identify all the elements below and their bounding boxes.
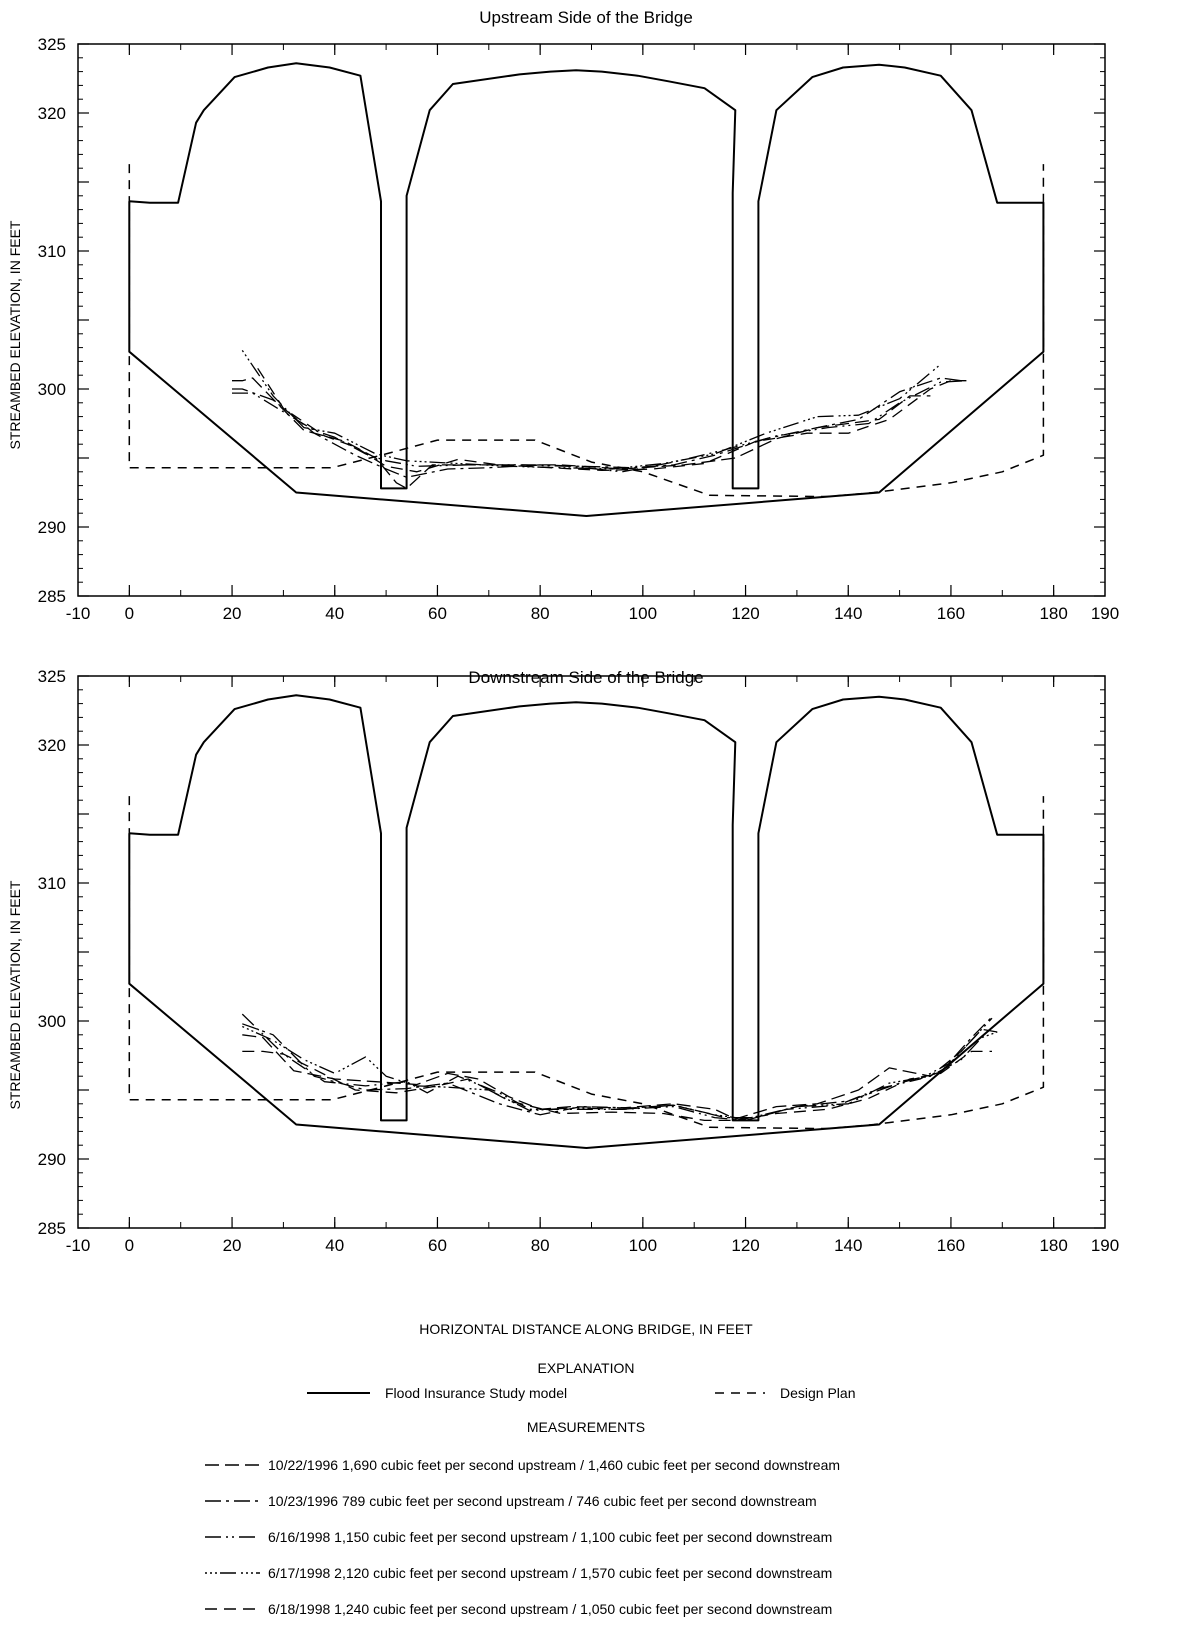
downstream-plot-frame bbox=[77, 675, 1106, 1229]
upstream-y-tick-label: 325 bbox=[38, 35, 66, 54]
upstream-x-tick-label: 180 bbox=[1039, 604, 1067, 623]
downstream-y-tick-label: 285 bbox=[38, 1219, 66, 1238]
upstream-x-tick-label: 80 bbox=[531, 604, 550, 623]
downstream-x-axis-title: HORIZONTAL DISTANCE ALONG BRIDGE, IN FEE… bbox=[419, 1321, 753, 1337]
measurement-legend-label-m2: 10/23/1996 789 cubic feet per second ups… bbox=[268, 1493, 817, 1509]
downstream-chart-title: Downstream Side of the Bridge bbox=[468, 668, 703, 687]
upstream-x-tick-label: 140 bbox=[834, 604, 862, 623]
downstream-y-tick-label: 300 bbox=[38, 1012, 66, 1031]
upstream-plot-frame bbox=[77, 43, 1106, 597]
measurement-legend-label-m5: 6/18/1998 1,240 cubic feet per second up… bbox=[268, 1601, 832, 1617]
fis-legend-label: Flood Insurance Study model bbox=[385, 1385, 567, 1401]
upstream-x-tick-label: 0 bbox=[125, 604, 134, 623]
measurement-legend-label-m3: 6/16/1998 1,150 cubic feet per second up… bbox=[268, 1529, 832, 1545]
upstream-series-m5 bbox=[257, 367, 967, 473]
downstream-x-tick-label: 100 bbox=[629, 1236, 657, 1255]
upstream-y-axis-title: STREAMBED ELEVATION, IN FEET bbox=[7, 220, 23, 449]
upstream-y-tick-label: 320 bbox=[38, 104, 66, 123]
downstream-x-tick-label: 190 bbox=[1091, 1236, 1119, 1255]
upstream-x-tick-label: 40 bbox=[325, 604, 344, 623]
upstream-series-fis bbox=[128, 62, 1045, 517]
downstream-x-tick-label: 180 bbox=[1039, 1236, 1067, 1255]
upstream-x-tick-label: 100 bbox=[629, 604, 657, 623]
upstream-y-tick-label: 285 bbox=[38, 587, 66, 606]
downstream-series-m2 bbox=[242, 1016, 993, 1119]
downstream-series-m3 bbox=[241, 1013, 993, 1122]
measurements-heading: MEASUREMENTS bbox=[527, 1419, 645, 1435]
downstream-x-tick-label: -10 bbox=[66, 1236, 91, 1255]
downstream-x-tick-label: 40 bbox=[325, 1236, 344, 1255]
upstream-panel: Upstream Side of the Bridge STREAMBED EL… bbox=[7, 8, 1119, 623]
downstream-x-tick-label: 140 bbox=[834, 1236, 862, 1255]
explanation-legend: EXPLANATION Flood Insurance Study model … bbox=[205, 1360, 856, 1617]
upstream-x-tick-label: -10 bbox=[66, 604, 91, 623]
downstream-series-m4 bbox=[242, 1025, 998, 1120]
measurements-legend: 10/22/1996 1,690 cubic feet per second u… bbox=[205, 1457, 840, 1617]
measurement-legend-label-m4: 6/17/1998 2,120 cubic feet per second up… bbox=[268, 1565, 832, 1581]
downstream-series-m1 bbox=[242, 1028, 998, 1120]
upstream-series-m4 bbox=[241, 350, 942, 470]
downstream-y-tick-label: 320 bbox=[38, 736, 66, 755]
downstream-y-tick-label: 290 bbox=[38, 1150, 66, 1169]
downstream-x-tick-label: 120 bbox=[731, 1236, 759, 1255]
downstream-series-m5 bbox=[242, 1050, 992, 1122]
downstream-y-tick-label: 310 bbox=[38, 874, 66, 893]
upstream-x-tick-label: 160 bbox=[937, 604, 965, 623]
downstream-x-tick-label: 20 bbox=[223, 1236, 242, 1255]
upstream-x-tick-label: 60 bbox=[428, 604, 447, 623]
upstream-y-tick-label: 290 bbox=[38, 518, 66, 537]
downstream-panel: Downstream Side of the Bridge STREAMBED … bbox=[7, 667, 1119, 1337]
explanation-heading: EXPLANATION bbox=[538, 1360, 635, 1376]
downstream-x-tick-label: 160 bbox=[937, 1236, 965, 1255]
downstream-y-axis-title: STREAMBED ELEVATION, IN FEET bbox=[7, 880, 23, 1109]
downstream-x-tick-label: 80 bbox=[531, 1236, 550, 1255]
design-legend-label: Design Plan bbox=[780, 1385, 856, 1401]
downstream-x-tick-label: 60 bbox=[428, 1236, 447, 1255]
upstream-series-m2 bbox=[232, 377, 962, 478]
upstream-x-tick-label: 190 bbox=[1091, 604, 1119, 623]
downstream-x-tick-label: 0 bbox=[125, 1236, 134, 1255]
upstream-series-m3 bbox=[232, 380, 967, 473]
upstream-y-tick-label: 300 bbox=[38, 380, 66, 399]
upstream-x-tick-label: 120 bbox=[731, 604, 759, 623]
upstream-series-design bbox=[128, 164, 1045, 498]
downstream-series-fis bbox=[128, 694, 1045, 1149]
downstream-series-design bbox=[128, 796, 1045, 1130]
upstream-y-tick-label: 310 bbox=[38, 242, 66, 261]
upstream-x-tick-label: 20 bbox=[223, 604, 242, 623]
upstream-chart-title: Upstream Side of the Bridge bbox=[479, 8, 693, 27]
measurement-legend-label-m1: 10/22/1996 1,690 cubic feet per second u… bbox=[268, 1457, 840, 1473]
downstream-y-tick-label: 325 bbox=[38, 667, 66, 686]
